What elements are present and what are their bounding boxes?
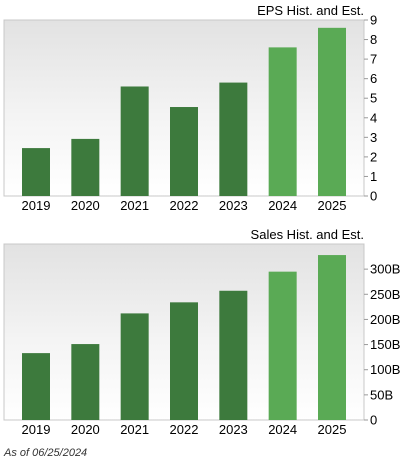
eps-y-tick-label: 2	[370, 149, 377, 164]
sales-y-tick-label: 100B	[370, 362, 400, 377]
eps-chart-title: EPS Hist. and Est.	[257, 3, 364, 18]
sales-chart: 0 50B 100B 150B 200B 250B 300B 2019 2020 2021 2022…	[3, 243, 400, 437]
eps-bar-2025	[318, 27, 346, 197]
eps-y-tick-label: 0	[370, 189, 377, 204]
eps-bar-2019	[22, 148, 50, 196]
sales-x-tick-label: 2020	[71, 422, 100, 437]
sales-y-tick-label: 250B	[370, 287, 400, 302]
eps-bar-2021	[120, 86, 149, 196]
eps-x-tick-label: 2022	[170, 198, 199, 213]
eps-y-tick-label: 6	[370, 71, 377, 86]
sales-chart-title: Sales Hist. and Est.	[250, 227, 364, 242]
sales-y-tick-label: 200B	[370, 312, 400, 327]
eps-y-tick-label: 5	[370, 91, 377, 106]
eps-y-tick-label: 9	[370, 13, 377, 28]
sales-bar-2020	[71, 344, 100, 420]
sales-x-tick-label: 2019	[22, 422, 51, 437]
eps-bar-2024	[268, 47, 297, 196]
sales-y-tick-label: 150B	[370, 337, 400, 352]
eps-bar-2022	[170, 107, 198, 196]
eps-x-tick-label: 2023	[219, 198, 248, 213]
eps-chart: 0 1 2 3 4 5 6 7 8 9 2019 2020 2021 2022 2023 2024 2025	[3, 13, 377, 213]
eps-x-tick-label: 2021	[120, 198, 149, 213]
eps-x-tick-label: 2020	[71, 198, 100, 213]
eps-y-tick-label: 4	[370, 110, 377, 125]
sales-bar-2019	[22, 353, 50, 420]
eps-x-tick-label: 2024	[268, 198, 297, 213]
eps-y-tick-label: 3	[370, 130, 377, 145]
sales-bar-2022	[170, 302, 198, 420]
sales-x-tick-label: 2024	[268, 422, 297, 437]
eps-y-tick-label: 8	[370, 32, 377, 47]
sales-bar-2025	[318, 255, 346, 420]
sales-bar-2021	[120, 313, 149, 420]
sales-x-tick-label: 2023	[219, 422, 248, 437]
eps-x-tick-label: 2019	[22, 198, 51, 213]
sales-x-tick-label: 2021	[120, 422, 149, 437]
sales-x-tick-label: 2025	[318, 422, 347, 437]
eps-bar-2023	[219, 82, 248, 196]
sales-y-tick-label: 50B	[370, 387, 393, 402]
eps-x-tick-label: 2025	[318, 198, 347, 213]
sales-bar-2024	[268, 271, 297, 420]
as-of-date: As of 06/25/2024	[4, 447, 88, 459]
sales-y-tick-label: 0	[370, 413, 377, 428]
sales-bar-2023	[219, 290, 248, 420]
sales-x-tick-label: 2022	[170, 422, 199, 437]
eps-y-tick-label: 7	[370, 52, 377, 67]
sales-y-tick-label: 300B	[370, 262, 400, 277]
eps-y-tick-label: 1	[370, 169, 377, 184]
eps-bar-2020	[71, 138, 100, 196]
